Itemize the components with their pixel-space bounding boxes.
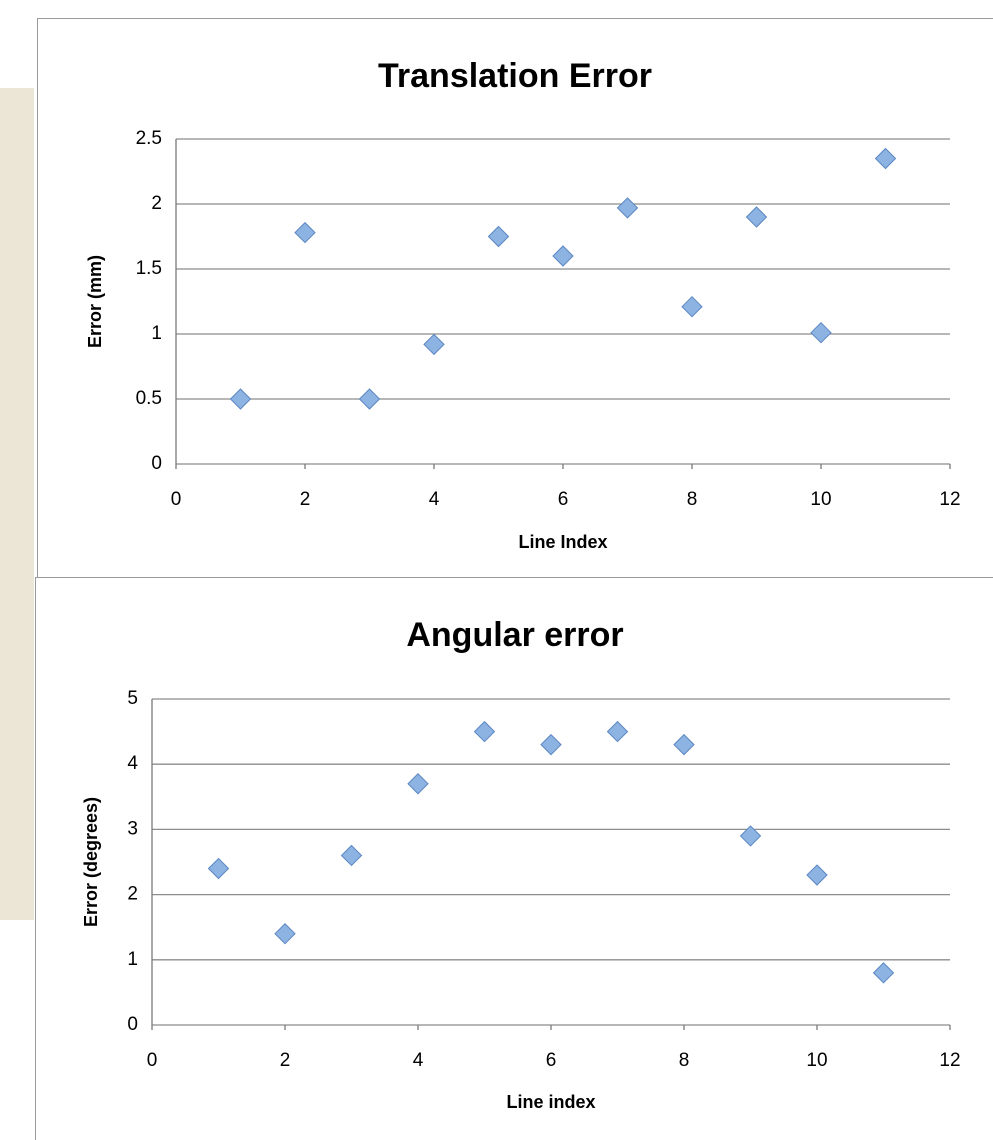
x-tick-label: 12 [939,1050,960,1071]
screenshot: Translation Error Line Index Error (mm) 0 0.… [0,0,993,1140]
x-tick-label: 4 [413,1050,424,1071]
chart: Translation Error Line Index Error (mm) 0 0.… [0,0,993,1140]
x-tick-label: 6 [558,489,569,510]
x-tick-label: 0 [147,1050,158,1071]
y-tick-label: 0 [151,453,162,474]
y-tick-label: 1 [127,949,138,970]
x-tick-label: 10 [810,489,831,510]
x-axis-label: Line Index [518,532,607,552]
background-strip [0,88,34,920]
x-tick-label: 8 [687,489,698,510]
x-tick-label: 8 [679,1050,690,1071]
x-tick-label: 4 [429,489,440,510]
x-tick-label: 2 [300,489,311,510]
chart-title: Angular error [406,616,623,654]
y-tick-label: 0 [127,1014,138,1035]
x-tick-label: 10 [806,1050,827,1071]
y-tick-label: 1.5 [136,258,162,279]
chart-title: Translation Error [378,57,652,95]
y-tick-label: 1 [151,323,162,344]
y-tick-label: 0.5 [136,388,162,409]
y-tick-label: 3 [127,818,138,839]
y-tick-label: 2 [127,884,138,905]
y-tick-label: 5 [127,688,138,709]
y-tick-label: 2 [151,193,162,214]
y-axis-label: Error (degrees) [81,797,101,927]
x-tick-label: 2 [280,1050,291,1071]
y-axis-label: Error (mm) [85,255,105,348]
y-tick-label: 2.5 [136,128,162,149]
x-axis-label: Line index [506,1092,595,1112]
x-tick-label: 6 [546,1050,557,1071]
x-tick-label: 12 [939,489,960,510]
chart-frame [36,578,993,1140]
y-tick-label: 4 [127,753,138,774]
x-tick-label: 0 [171,489,182,510]
